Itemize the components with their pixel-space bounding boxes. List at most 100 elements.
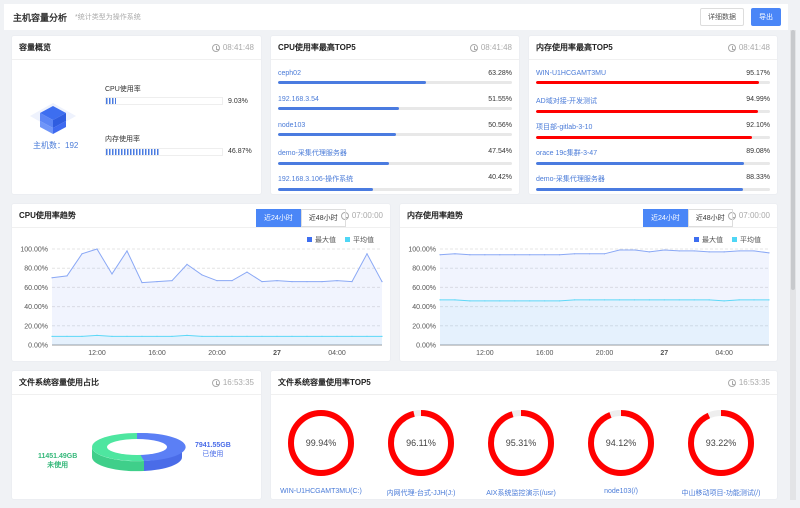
item-name[interactable]: 192.168.3.106-操作系统	[278, 176, 354, 183]
top5-item[interactable]: demo-采集代理服务器 88.33%	[536, 174, 770, 191]
item-name[interactable]: orace 19c集群-3-47	[536, 150, 598, 157]
data-point	[156, 281, 158, 283]
top5-item[interactable]: WIN-U1HCGAMT3MU 95.17%	[536, 70, 770, 84]
ring-fill	[288, 410, 354, 476]
data-point	[66, 275, 68, 277]
tab-24h[interactable]: 近24小时	[256, 209, 301, 227]
top5-item[interactable]: ceph02 63.28%	[278, 70, 512, 84]
series-area	[440, 249, 769, 345]
item-name[interactable]: ceph02	[278, 70, 301, 77]
scrollbar[interactable]	[790, 30, 796, 500]
fs-ratio-card: 文件系统容量使用占比 16:53:35 7941.55GB 已使用 11451.49…	[11, 370, 262, 500]
data-point	[321, 281, 323, 283]
item-value: 50.56%	[488, 122, 512, 129]
top5-item[interactable]: orace 19c集群-3-47 89.08%	[536, 148, 770, 165]
timestamp: 08:41:48	[727, 43, 770, 52]
y-tick-label: 20.00%	[412, 323, 436, 330]
data-point	[454, 299, 456, 301]
timestamp: 16:53:35	[211, 378, 254, 387]
fs-ring-item: 99.94% WIN-U1HCGAMT3MU(C:)	[271, 407, 376, 495]
data-point	[678, 250, 680, 252]
data-point	[514, 300, 516, 302]
data-point	[723, 251, 725, 253]
data-point	[96, 334, 98, 336]
time-text: 07:00:00	[738, 211, 770, 220]
data-point	[573, 253, 576, 255]
top5-item[interactable]: node103 50.56%	[278, 122, 512, 136]
fs-name-link[interactable]: node103(/)	[604, 488, 638, 495]
data-point	[693, 250, 695, 252]
item-name[interactable]: 192.168.3.54	[278, 96, 319, 103]
data-point	[51, 335, 53, 337]
series-area	[52, 335, 382, 345]
data-point	[573, 299, 576, 301]
fs-donut-3d	[91, 432, 186, 472]
item-value: 95.17%	[746, 70, 770, 77]
top5-item[interactable]: 192.168.3.54 51.55%	[278, 96, 512, 110]
y-tick-label: 100.00%	[408, 247, 436, 254]
item-bar	[536, 188, 770, 191]
card-title: 内存使用率趋势	[407, 211, 463, 220]
cpu-trend-chart: 0.00% 20.00% 40.00% 60.00% 80.00% 100.00% 12:0…	[20, 235, 383, 357]
export-button[interactable]: 导出	[751, 8, 781, 26]
tab-24h[interactable]: 近24小时	[643, 209, 688, 227]
free-label: 未使用	[47, 462, 69, 469]
data-point	[499, 254, 501, 256]
clock-icon	[211, 378, 220, 387]
item-name[interactable]: demo-采集代理服务器	[536, 176, 605, 183]
legend-marker	[732, 237, 737, 242]
item-value: 89.08%	[746, 148, 770, 155]
legend-marker	[694, 237, 699, 242]
data-point	[351, 335, 353, 337]
item-name[interactable]: 项目部-gitlab-3-10	[536, 124, 593, 131]
data-point	[738, 299, 740, 301]
fs-ring-item: 93.22% 中山移动项目-功能测试(/)	[666, 407, 776, 498]
fs-name-link[interactable]: WIN-U1HCGAMT3MU(C:)	[280, 488, 362, 495]
item-name[interactable]: AD域对接-开发测试	[536, 98, 598, 105]
y-tick-label: 40.00%	[412, 304, 436, 311]
usage-ring: 99.94%	[288, 410, 354, 476]
top5-item[interactable]: 项目部-gitlab-3-10 92.10%	[536, 122, 770, 139]
fs-name-link[interactable]: 内网代理-台式-JJH(J:)	[386, 490, 456, 497]
fs-name-link[interactable]: 中山移动项目-功能测试(/)	[681, 490, 761, 497]
data-point	[261, 281, 263, 283]
item-bar	[536, 136, 770, 139]
data-point	[66, 335, 68, 337]
tab-48h[interactable]: 近48小时	[687, 209, 733, 227]
time-range-tabs: 近24小时 近48小时	[643, 209, 733, 227]
fs-name-link[interactable]: AIX系统监控演示(/usr)	[486, 490, 556, 497]
used-legend: 7941.55GB 已使用	[195, 442, 231, 459]
data-point	[708, 299, 710, 301]
x-tick-label: 12:00	[88, 350, 106, 357]
mem-usage-value: 46.87%	[228, 148, 252, 155]
top5-item[interactable]: AD域对接-开发测试 94.99%	[536, 96, 770, 113]
cpu-usage-label: CPU使用率	[105, 86, 141, 93]
data-point	[81, 335, 83, 337]
data-point	[276, 280, 278, 282]
tab-48h[interactable]: 近48小时	[300, 209, 346, 227]
mem-usage-bar	[105, 148, 223, 156]
top5-item[interactable]: 192.168.3.106-操作系统 40.42%	[278, 174, 512, 191]
data-point	[126, 250, 128, 252]
data-point	[693, 299, 695, 301]
series-area	[440, 299, 769, 345]
clock-icon	[211, 43, 220, 52]
item-value: 47.54%	[488, 148, 512, 155]
used-value: 7941.55GB	[195, 442, 231, 449]
scrollbar-thumb[interactable]	[791, 30, 795, 290]
time-text: 16:53:35	[738, 378, 770, 387]
top5-item[interactable]: demo-采集代理服务器 47.54%	[278, 148, 512, 165]
item-bar	[536, 110, 770, 113]
item-name[interactable]: WIN-U1HCGAMT3MU	[536, 70, 606, 77]
detail-data-button[interactable]: 详细数据	[700, 8, 744, 26]
free-value: 11451.49GB	[38, 453, 78, 460]
item-name[interactable]: demo-采集代理服务器	[278, 150, 347, 157]
ring-fill	[388, 410, 454, 476]
data-point	[216, 335, 218, 337]
data-point	[366, 335, 368, 337]
card-title: 内存使用率最高TOP5	[536, 43, 613, 52]
item-name[interactable]: node103	[278, 122, 306, 129]
data-point	[291, 335, 293, 337]
data-point	[603, 299, 606, 301]
data-point	[738, 250, 740, 252]
